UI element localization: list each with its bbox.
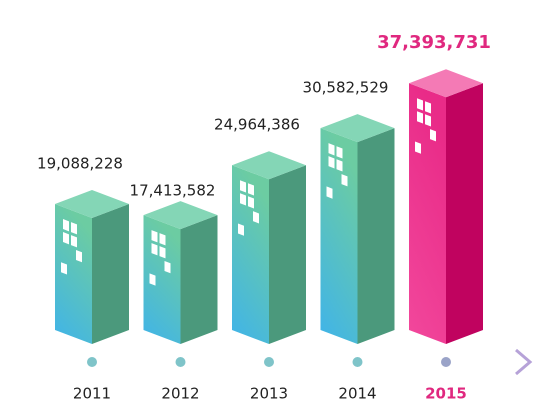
windows xyxy=(238,180,259,236)
window xyxy=(238,223,244,236)
window xyxy=(71,235,77,248)
window xyxy=(61,262,67,275)
x-tick-label: 2014 xyxy=(338,385,376,403)
timeline-dot xyxy=(264,357,274,367)
building-left-face xyxy=(232,165,269,344)
window xyxy=(328,143,335,156)
building-right-face xyxy=(180,215,218,344)
building-right-face xyxy=(357,128,395,344)
window xyxy=(248,183,254,196)
window xyxy=(425,114,431,127)
window xyxy=(240,180,246,193)
building xyxy=(232,151,306,344)
building-roof xyxy=(143,201,218,230)
building xyxy=(320,114,395,344)
building-roof xyxy=(409,69,483,98)
building-right-face xyxy=(92,204,129,344)
building-left-face xyxy=(320,128,358,344)
windows xyxy=(326,143,348,199)
building-roof xyxy=(55,190,129,219)
window xyxy=(341,174,348,187)
building-right-face xyxy=(269,165,306,344)
window xyxy=(430,129,436,142)
building-roof xyxy=(320,114,395,143)
window xyxy=(328,156,335,169)
window xyxy=(326,186,333,199)
window xyxy=(417,98,423,111)
value-label: 17,413,582 xyxy=(130,182,216,200)
window xyxy=(248,196,254,209)
windows xyxy=(149,230,171,286)
value-label: 24,964,386 xyxy=(214,116,300,134)
windows xyxy=(61,219,82,275)
timeline-dot xyxy=(175,357,186,367)
window xyxy=(253,211,259,224)
value-label: 30,582,529 xyxy=(303,79,389,97)
x-tick-label: 2011 xyxy=(73,385,111,403)
window xyxy=(76,249,82,263)
window xyxy=(415,141,421,154)
window xyxy=(417,111,423,124)
timeline-dot xyxy=(87,357,97,367)
window xyxy=(63,219,69,232)
window xyxy=(336,159,343,172)
window xyxy=(151,230,158,243)
windows xyxy=(415,98,436,154)
window xyxy=(425,101,431,114)
timeline-dot xyxy=(352,357,363,367)
window xyxy=(159,246,166,259)
x-tick-label: 2012 xyxy=(161,385,199,403)
window xyxy=(159,233,166,246)
x-tick-label: 2015 xyxy=(425,385,467,403)
window xyxy=(336,146,343,159)
building-roof xyxy=(232,151,306,180)
window xyxy=(164,261,171,274)
window xyxy=(63,232,69,245)
building xyxy=(143,201,218,344)
window xyxy=(71,222,77,235)
value-label: 37,393,731 xyxy=(377,32,491,53)
building xyxy=(55,190,129,344)
building xyxy=(409,69,483,344)
timeline-dot xyxy=(441,357,451,367)
window xyxy=(240,193,246,206)
building-right-face xyxy=(446,83,483,344)
value-label: 19,088,228 xyxy=(37,155,123,173)
window xyxy=(149,273,156,286)
window xyxy=(151,243,158,256)
x-tick-label: 2013 xyxy=(250,385,288,403)
